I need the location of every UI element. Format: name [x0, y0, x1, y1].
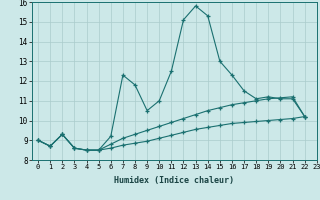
X-axis label: Humidex (Indice chaleur): Humidex (Indice chaleur) [115, 176, 234, 185]
